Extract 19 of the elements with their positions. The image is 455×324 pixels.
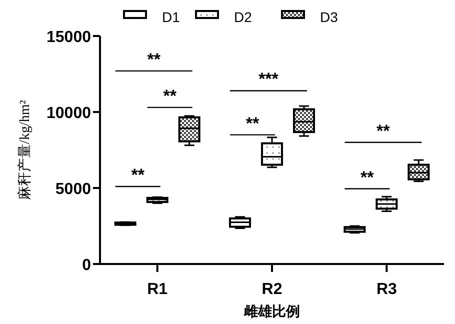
legend-label: D2 <box>234 9 252 25</box>
legend-label: D1 <box>162 9 180 25</box>
x-tick-label: R1 <box>147 281 168 298</box>
legend-label: D3 <box>320 9 338 25</box>
annotation: ** <box>360 168 374 187</box>
annotation: ** <box>163 86 177 106</box>
x-tick-label: R3 <box>376 281 397 298</box>
annotation: ** <box>131 165 145 184</box>
x-tick-label: R2 <box>262 281 282 298</box>
annotation: *** <box>258 70 279 89</box>
y-axis-title: 麻秆产量/kg/hm² <box>17 100 33 200</box>
y-tick-label: 0 <box>82 257 92 274</box>
y-tick-label: 5000 <box>55 181 92 198</box>
x-axis-title: 雌雄比例 <box>243 303 300 319</box>
annotation: ** <box>376 121 390 140</box>
annotation: ** <box>147 50 161 69</box>
annotation: ** <box>246 114 260 133</box>
y-tick-label: 10000 <box>46 105 92 122</box>
y-tick-label: 15000 <box>46 29 92 46</box>
